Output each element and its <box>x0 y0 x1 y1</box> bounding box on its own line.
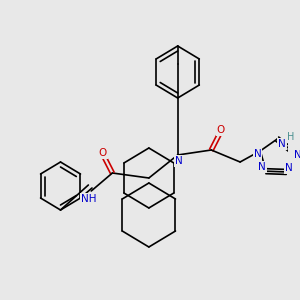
Text: NH: NH <box>81 194 96 204</box>
Text: N: N <box>285 163 293 173</box>
Text: N: N <box>278 139 286 149</box>
Text: N: N <box>175 156 182 166</box>
Text: O: O <box>99 148 107 158</box>
Text: N: N <box>258 162 266 172</box>
Text: N: N <box>254 149 261 159</box>
Text: N: N <box>294 150 300 160</box>
Text: O: O <box>217 125 225 135</box>
Text: H: H <box>287 132 294 142</box>
